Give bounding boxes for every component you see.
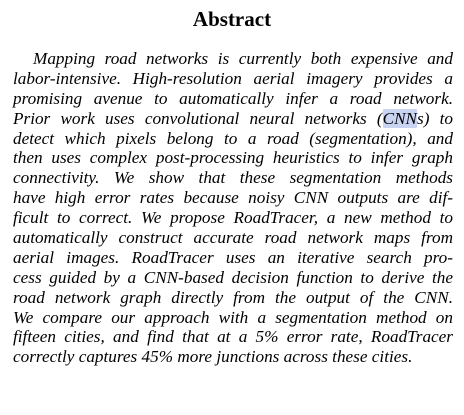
- abstract-text-fragment: Prior work uses convolutional neural net…: [13, 109, 383, 128]
- abstract-line: then uses complex post-processing heuris…: [13, 148, 453, 168]
- abstract-line: Mapping road networks is currently both …: [13, 49, 453, 69]
- abstract-body[interactable]: Mapping road networks is currently both …: [13, 49, 453, 367]
- abstract-line: promising avenue to automatically infer …: [13, 89, 453, 109]
- abstract-line: fifteen cities, and find that at a 5% er…: [13, 327, 453, 347]
- abstract-heading: Abstract: [0, 6, 464, 32]
- abstract-line: detect which pixels belong to a road (se…: [13, 129, 453, 149]
- abstract-line: ficult to correct. We propose RoadTracer…: [13, 208, 453, 228]
- abstract-line: road network graph directly from the out…: [13, 288, 453, 308]
- abstract-line: aerial images. RoadTracer uses an iterat…: [13, 248, 453, 268]
- selected-text-cnn[interactable]: CNN: [383, 109, 417, 128]
- abstract-line: automatically construct accurate road ne…: [13, 228, 453, 248]
- abstract-line: have high error rates because noisy CNN …: [13, 188, 453, 208]
- abstract-line: correctly captures 45% more junctions ac…: [13, 347, 453, 367]
- abstract-line: We compare our approach with a segmentat…: [13, 308, 453, 328]
- abstract-line: connectivity. We show that these segment…: [13, 168, 453, 188]
- abstract-line: labor-intensive. High-resolution aerial …: [13, 69, 453, 89]
- abstract-line: cess guided by a CNN-based decision func…: [13, 268, 453, 288]
- abstract-text-fragment: s) to: [417, 109, 453, 128]
- abstract-line-with-selection: Prior work uses convolutional neural net…: [13, 109, 453, 129]
